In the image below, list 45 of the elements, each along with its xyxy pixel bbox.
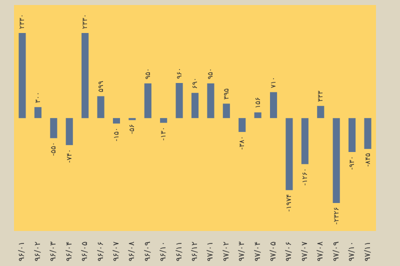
x-tick-label: ۹۶/۰۹ [142,242,152,262]
bar [18,33,26,118]
x-tick-label: ۹۶/۰۲ [32,242,42,262]
bar [270,92,278,118]
bar [176,83,183,118]
x-tick-label: ۹۶/۰۸ [127,240,136,262]
x-tick-label: ۹۷/۱۰ [347,242,356,262]
bar [286,118,293,190]
bar [50,118,58,138]
bar [66,118,73,146]
bar [301,118,308,164]
bar [254,112,262,118]
bar [332,118,340,203]
x-tick-label: ۹۷/۰۳ [237,240,246,262]
bar [238,118,246,132]
x-tick-label: ۹۶/۰۶ [96,242,105,262]
x-tick-label: ۹۷/۰۲ [221,242,230,262]
x-tick-label: ۹۶/۰۱ [17,242,26,262]
x-tick-label: ۹۶/۱۲ [190,242,199,262]
bar [207,83,214,118]
bar [144,83,152,118]
x-tick-label: ۹۶/۱۱ [174,242,184,262]
x-tick-label: ۹۷/۰۵ [268,242,278,262]
bar [348,118,356,152]
bar [317,106,324,118]
x-tick-label: ۹۷/۰۸ [316,240,325,262]
bar [364,118,372,149]
x-tick-label: ۹۷/۰۴ [252,242,262,262]
bar [34,107,42,118]
bar [97,96,104,118]
bar [222,104,230,118]
bar [191,92,199,118]
bar [160,118,168,123]
x-tick-label: ۹۶/۰۴ [64,242,74,262]
x-tick-label: ۹۷/۰۹ [331,242,340,262]
bar [112,118,120,124]
x-tick-label: ۹۷/۱۱ [362,242,372,262]
x-tick-label: ۹۶/۰۷ [111,240,120,262]
x-tick-label: ۹۶/۱۰ [158,242,168,262]
x-tick-label: ۹۷/۰۷ [300,240,309,262]
bar [82,33,89,118]
x-tick-label: ۹۶/۰۵ [80,242,90,262]
x-tick-label: ۹۶/۰۳ [48,240,58,262]
x-tick-label: ۹۷/۰۶ [284,242,294,262]
x-tick-label: ۹۷/۰۱ [206,242,215,262]
